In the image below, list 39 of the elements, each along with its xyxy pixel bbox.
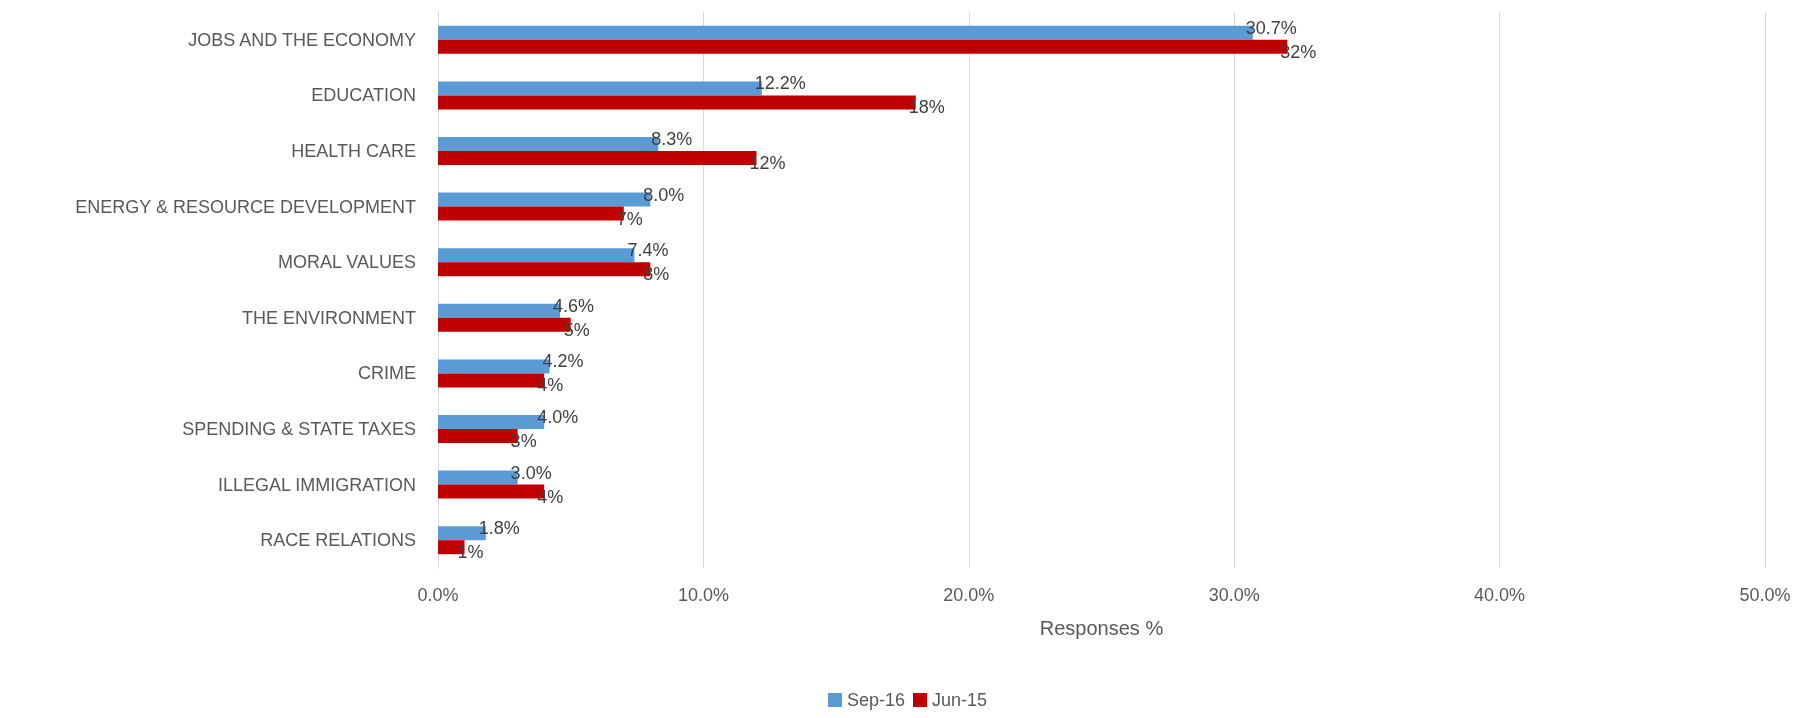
data-label: 4% [537, 375, 564, 396]
legend-label: Jun-15 [932, 690, 988, 710]
data-label: 8.0% [643, 184, 685, 205]
data-label: 7.4% [627, 240, 669, 261]
data-label: 1.8% [478, 518, 520, 539]
data-label: 18% [908, 97, 945, 118]
data-label: 8.3% [651, 129, 693, 149]
y-tick-label: CRIME [358, 363, 416, 384]
y-tick-label: SPENDING & STATE TAXES [182, 419, 416, 439]
x-tick-label: 0.0% [417, 585, 459, 605]
data-label: 4.2% [542, 351, 584, 372]
data-label: 4.6% [553, 295, 595, 316]
data-label: 8% [643, 264, 670, 285]
data-label: 4.0% [537, 407, 579, 427]
data-label: 4% [537, 486, 564, 507]
x-tick-label: 20.0% [943, 585, 995, 605]
y-tick-label: MORAL VALUES [277, 252, 416, 273]
y-tick-label: RACE RELATIONS [260, 530, 416, 551]
y-tick-label: ILLEGAL IMMIGRATION [217, 474, 416, 495]
x-tick-label: 30.0% [1208, 585, 1260, 605]
y-tick-label: THE ENVIRONMENT [241, 307, 416, 328]
data-label: 12% [749, 153, 786, 173]
x-tick-label: 50.0% [1739, 585, 1791, 605]
data-label: 32% [1280, 41, 1317, 62]
y-tick-label: EDUCATION [311, 85, 416, 106]
y-tick-label: ENERGY & RESOURCE DEVELOPMENT [75, 196, 416, 217]
data-label: 12.2% [754, 73, 806, 94]
x-tick-label: 10.0% [677, 585, 729, 605]
legend-label: Sep-16 [846, 690, 906, 710]
y-tick-label: HEALTH CARE [291, 141, 416, 161]
data-label: 30.7% [1245, 17, 1297, 38]
x-axis-title: Responses % [1039, 617, 1164, 639]
data-label: 3% [510, 431, 537, 451]
y-tick-label: JOBS AND THE ECONOMY [188, 29, 416, 50]
data-label: 3.0% [510, 462, 552, 483]
data-label: 7% [616, 208, 643, 229]
data-label: 5% [563, 319, 590, 340]
x-tick-label: 40.0% [1474, 585, 1526, 605]
data-label: 1% [457, 542, 484, 563]
